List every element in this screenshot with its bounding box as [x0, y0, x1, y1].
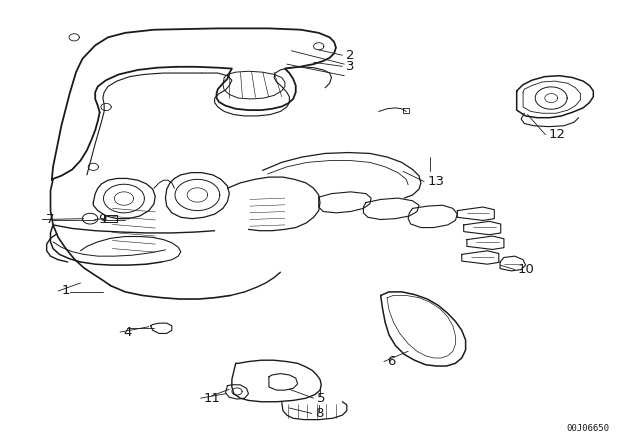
- Text: 12: 12: [548, 128, 566, 141]
- Text: 1: 1: [61, 284, 70, 297]
- Text: 11: 11: [204, 392, 221, 405]
- Text: 5: 5: [317, 392, 325, 405]
- Text: 00J06650: 00J06650: [566, 424, 610, 433]
- Text: 8: 8: [315, 407, 323, 420]
- Text: 2: 2: [346, 49, 354, 62]
- Text: 7: 7: [45, 213, 54, 226]
- Text: 13: 13: [428, 175, 444, 188]
- Text: 10: 10: [518, 263, 535, 276]
- Text: 6: 6: [387, 355, 396, 368]
- Text: 9: 9: [98, 213, 106, 226]
- Text: 3: 3: [346, 60, 354, 73]
- Text: 4: 4: [124, 326, 132, 339]
